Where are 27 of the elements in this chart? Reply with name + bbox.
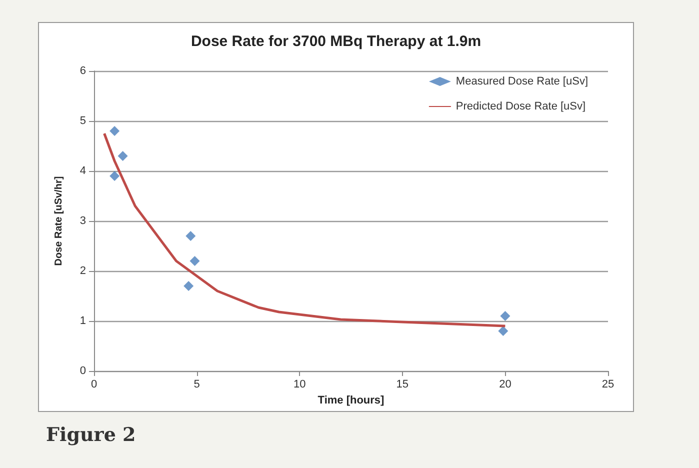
point [118, 151, 128, 161]
x-axis-title: Time [hours] [318, 394, 385, 406]
y-tick-label: 3 [80, 215, 86, 227]
y-tick-label: 6 [80, 65, 86, 77]
caption: Figure 2 [46, 424, 136, 446]
y-tick-label: 4 [80, 165, 86, 177]
y-axis-title: Dose Rate [uSv/hr] [54, 176, 64, 266]
x-tick-label: 15 [396, 378, 409, 390]
point [186, 231, 196, 241]
point [498, 326, 508, 336]
x-tick-label: 25 [602, 378, 614, 390]
x-tick-label: 20 [499, 378, 512, 390]
point [190, 256, 200, 266]
x-tick-label: 5 [194, 378, 200, 390]
y-tick-label: 1 [80, 315, 86, 327]
y-tick-label: 5 [80, 115, 86, 127]
y-tick-label: 0 [80, 365, 86, 377]
chart-title: Dose Rate for 3700 MBq Therapy at 1.9m [190, 33, 482, 50]
y-tick-label: 2 [80, 265, 86, 277]
point [500, 311, 510, 321]
point [110, 171, 120, 181]
x-tick-label: 10 [293, 378, 306, 390]
legend-label: Measured Dose Rate [uSv] [456, 76, 588, 88]
point [184, 281, 194, 291]
legend-label: Predicted Dose Rate [uSv] [456, 100, 586, 112]
x-tick-label: 0 [90, 378, 98, 390]
point [110, 126, 120, 136]
